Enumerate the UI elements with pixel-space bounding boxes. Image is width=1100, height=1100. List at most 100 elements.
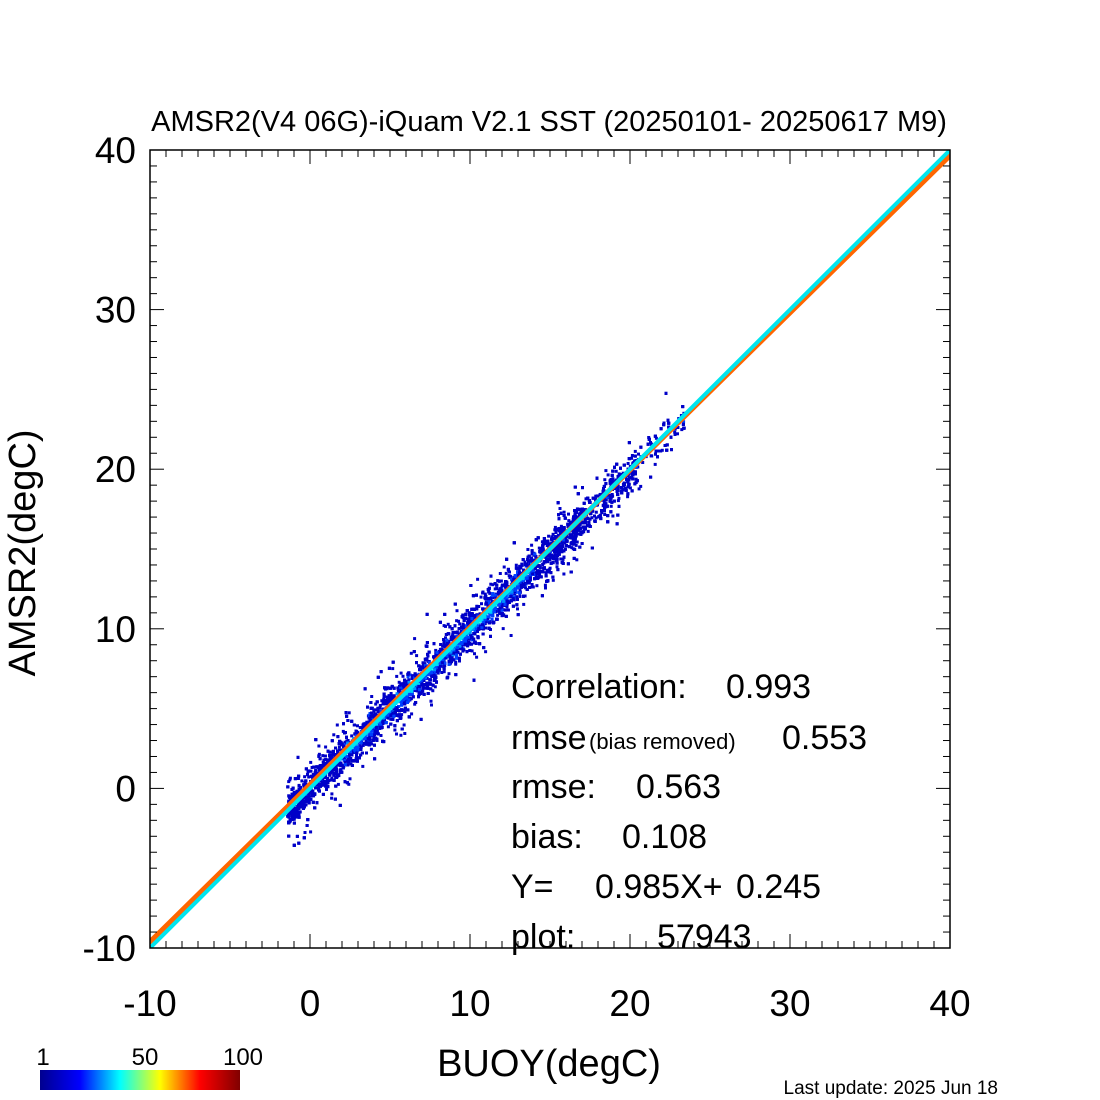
density-point [563,541,567,545]
density-point [433,685,437,689]
density-point [617,496,621,500]
density-point [490,617,494,621]
density-point [637,487,641,491]
density-point [500,606,504,610]
density-point [541,563,545,566]
density-point [330,792,334,796]
density-point [322,758,326,762]
density-point [516,607,519,611]
density-point [516,598,519,601]
density-point [409,651,413,655]
density-point [475,655,479,659]
density-point [455,609,459,613]
density-point [317,744,321,748]
density-point [467,611,471,615]
density-point [604,498,608,502]
density-point [567,519,571,523]
density-point [397,680,401,684]
density-point [353,759,357,763]
density-point [654,436,658,440]
density-point [479,595,483,599]
density-point [349,757,353,760]
density-point [673,430,677,434]
density-point [307,793,311,796]
density-point [314,786,317,790]
density-point [473,652,476,656]
density-point [310,766,314,769]
density-point [348,777,352,781]
density-point [409,673,412,677]
density-point [413,637,417,641]
density-point [383,718,387,721]
density-point [413,702,417,706]
density-point [287,794,291,798]
density-point [470,649,474,653]
density-point [498,572,502,575]
density-point [609,504,613,508]
density-point [288,776,292,780]
density-point [493,593,497,597]
density-point [347,711,351,715]
density-point [439,643,443,646]
density-point [570,546,574,550]
density-point [505,602,509,606]
density-point [611,514,615,518]
density-point [590,516,594,520]
density-point [374,730,378,734]
density-point [630,456,634,460]
density-point [606,473,610,477]
density-point [512,575,516,579]
density-point [380,699,384,703]
density-point [429,699,433,703]
density-point [491,594,495,597]
density-point [483,592,487,596]
density-point [602,499,606,503]
density-point [547,534,551,538]
density-point [588,517,592,521]
density-point [641,461,645,464]
density-point [409,697,413,701]
density-point [378,704,382,707]
density-point [461,622,465,626]
density-point [372,736,376,740]
density-point [332,773,336,777]
density-point [514,563,518,567]
density-point [574,543,578,547]
density-point [395,674,399,678]
density-point [386,725,390,729]
density-point [551,532,555,536]
density-point [524,586,528,590]
density-point [335,723,339,727]
density-point [330,796,334,800]
density-point [551,578,555,582]
density-point [376,706,380,710]
density-point [401,674,405,678]
density-point [434,648,438,652]
density-point [287,799,291,803]
density-cloud [286,391,686,847]
density-point [303,775,307,779]
density-point [484,650,488,654]
density-point [501,627,505,631]
density-point [502,565,506,569]
density-point [335,773,339,777]
density-point [324,745,328,749]
density-point [425,676,429,680]
density-point [530,543,534,547]
density-point [555,565,559,569]
density-point [321,754,325,758]
density-point [399,671,403,675]
density-point [382,697,386,701]
density-point [562,572,566,576]
density-point [401,682,404,686]
density-point [509,634,513,637]
density-point [614,469,618,473]
density-point [553,525,557,529]
density-point [455,619,459,623]
density-point [660,448,664,452]
density-point [560,550,564,554]
density-point [337,748,341,752]
density-point [369,747,373,751]
density-point [440,671,444,674]
density-point [458,622,462,626]
